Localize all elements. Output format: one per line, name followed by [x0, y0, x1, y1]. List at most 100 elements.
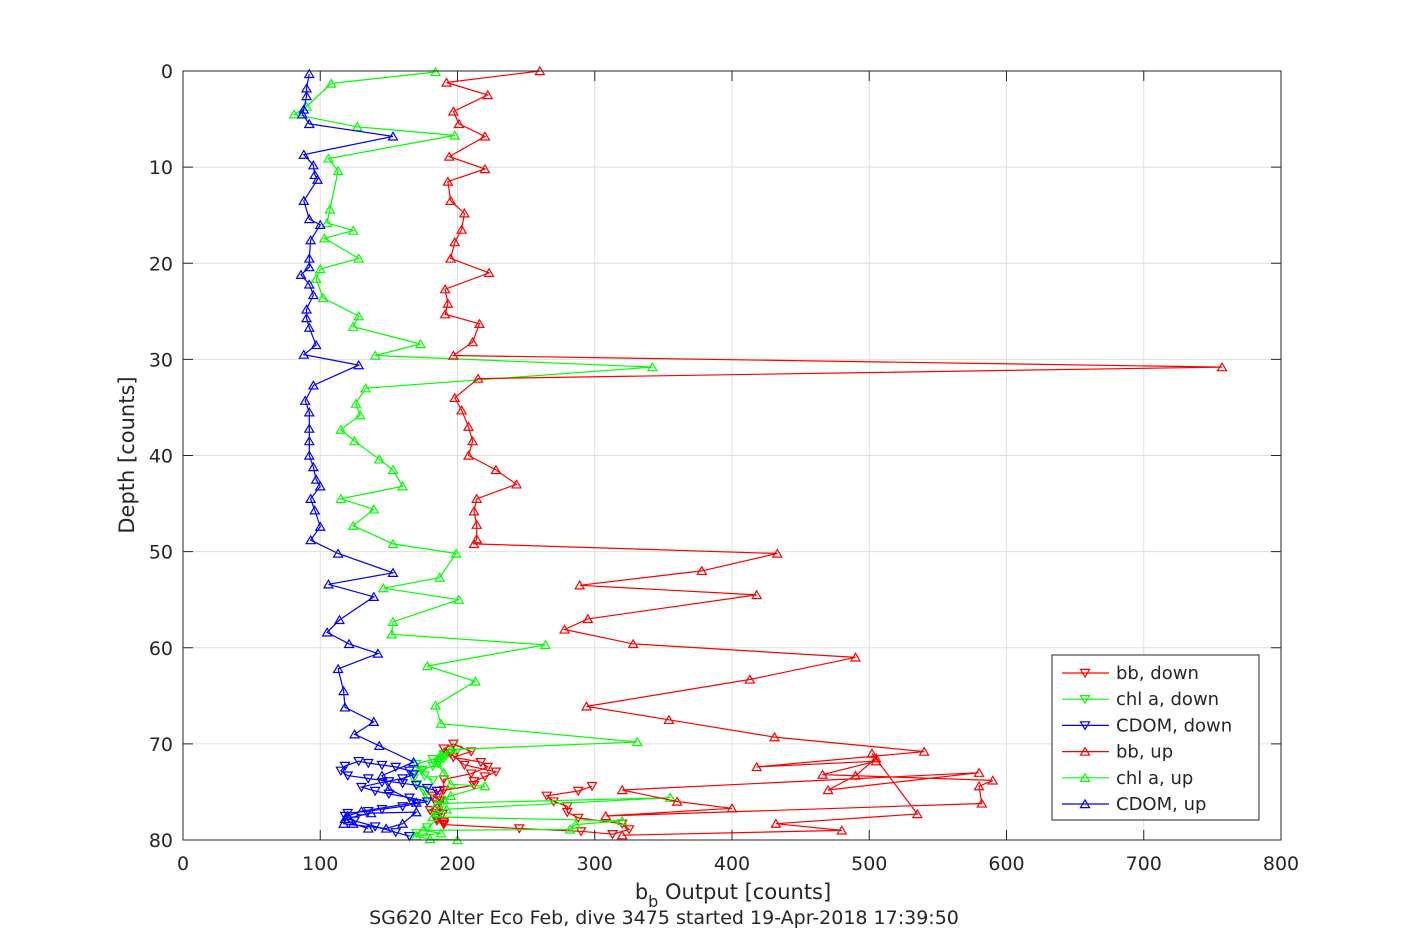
- data-point-bb-up: [479, 163, 491, 174]
- data-point-bb-up: [817, 769, 829, 779]
- data-point-bb-up: [866, 748, 878, 758]
- data-point-cdom-up: [295, 269, 307, 279]
- data-point-chl-a-up: [421, 660, 433, 671]
- data-point-cdom-up: [303, 322, 315, 332]
- series-chl-a-up: [288, 66, 676, 845]
- data-point-cdom-down: [403, 831, 416, 842]
- data-point-bb-up: [870, 753, 882, 763]
- x-tick-label: 200: [439, 853, 475, 875]
- y-tick-label: 30: [149, 349, 173, 371]
- data-point-bb-down: [447, 739, 459, 750]
- data-point-bb-down: [438, 744, 450, 754]
- data-point-chl-a-up: [347, 225, 359, 235]
- data-point-chl-a-up: [417, 825, 429, 835]
- data-point-bb-up: [468, 538, 480, 549]
- data-point-cdom-up: [303, 423, 315, 433]
- data-point-bb-up: [616, 784, 628, 795]
- data-point-chl-a-up: [424, 833, 436, 844]
- data-point-chl-a-up: [450, 548, 462, 558]
- data-point-cdom-up: [368, 716, 380, 726]
- data-point-chl-a-up: [318, 233, 330, 243]
- legend-label-bb-down: bb, down: [1116, 663, 1199, 684]
- data-point-bb-down: [572, 813, 584, 824]
- data-point-bb-up: [580, 701, 593, 711]
- series-cdom-up: [295, 68, 422, 833]
- data-point-bb-up: [822, 784, 834, 795]
- data-point-cdom-down: [410, 781, 422, 791]
- data-point-chl-a-up: [469, 676, 481, 686]
- data-point-bb-down: [465, 747, 477, 757]
- data-point-chl-a-up: [353, 310, 365, 321]
- data-point-cdom-down: [335, 766, 347, 777]
- data-point-bb-down: [431, 800, 443, 810]
- data-point-cdom-up: [339, 702, 351, 712]
- data-point-cdom-down: [383, 777, 395, 787]
- data-point-bb-up: [442, 298, 454, 308]
- data-point-chl-a-up: [616, 815, 628, 825]
- data-point-bb-up: [849, 770, 862, 780]
- data-point-bb-up: [770, 818, 782, 828]
- data-point-cdom-up: [339, 813, 351, 824]
- data-point-bb-up: [482, 89, 494, 100]
- data-point-bb-up: [768, 731, 781, 742]
- data-point-cdom-up: [303, 118, 315, 129]
- data-point-cdom-up: [303, 261, 315, 272]
- data-point-bb-up: [458, 208, 470, 218]
- data-point-cdom-up: [307, 289, 319, 300]
- data-point-bb-down: [548, 797, 560, 807]
- data-point-chl-a-up: [397, 481, 409, 491]
- data-point-chl-a-up: [431, 798, 443, 808]
- data-point-bb-up: [439, 308, 451, 319]
- data-point-cdom-up: [321, 627, 333, 637]
- data-point-bb-up: [600, 810, 612, 821]
- data-point-bb-down: [572, 786, 584, 797]
- data-point-cdom-up: [300, 90, 313, 101]
- data-point-chl-a-up: [445, 790, 457, 800]
- data-point-cdom-up: [299, 395, 311, 405]
- data-point-cdom-up: [310, 339, 322, 350]
- y-tick-label: 40: [149, 446, 173, 468]
- data-point-cdom-up: [338, 685, 350, 696]
- data-point-chl-a-up: [435, 828, 447, 838]
- data-point-cdom-down: [408, 770, 420, 780]
- data-point-bb-up: [771, 548, 783, 558]
- series-bb-up: [439, 65, 1228, 840]
- data-point-chl-a-up: [427, 811, 439, 822]
- data-point-bb-up: [456, 224, 468, 234]
- data-point-chl-a-up: [445, 744, 457, 754]
- data-point-cdom-down: [376, 805, 388, 815]
- x-axis-label-rest: Output [counts]: [658, 880, 831, 904]
- data-point-chl-a-up: [438, 794, 450, 804]
- legend-label-chl-a-down: chl a, down: [1116, 689, 1219, 710]
- data-point-bb-down: [623, 825, 635, 835]
- data-point-chl-a-up: [373, 454, 385, 464]
- data-point-chl-a-down: [427, 776, 439, 786]
- data-point-bb-up: [447, 350, 459, 360]
- y-tick-label: 70: [149, 734, 173, 756]
- data-point-cdom-up: [373, 740, 385, 750]
- data-point-cdom-down: [383, 789, 395, 800]
- data-point-bb-up: [870, 755, 882, 766]
- legend-label-chl-a-up: chl a, up: [1116, 768, 1193, 789]
- data-point-cdom-down: [397, 802, 409, 812]
- data-point-cdom-up: [362, 823, 374, 833]
- data-point-chl-a-up: [322, 153, 335, 163]
- data-point-cdom-up: [298, 349, 310, 359]
- data-point-bb-down: [479, 772, 491, 782]
- data-point-bb-up: [973, 780, 985, 791]
- data-point-cdom-up: [347, 818, 359, 828]
- data-point-bb-down: [561, 807, 573, 818]
- data-point-bb-up: [490, 464, 502, 475]
- legend: bb, down chl a, down CDOM, down bb, up chl a…: [1051, 654, 1260, 821]
- data-point-cdom-down: [376, 760, 388, 771]
- x-axis-label-main: b: [635, 880, 648, 904]
- data-point-cdom-down: [353, 756, 365, 767]
- data-point-bb-up: [473, 318, 486, 329]
- data-point-cdom-down: [410, 799, 422, 809]
- data-point-cdom-up: [314, 481, 326, 491]
- data-point-cdom-up: [309, 169, 321, 180]
- legend-marker-cdom-up: [1079, 798, 1091, 809]
- data-point-cdom-down: [342, 771, 354, 781]
- data-point-cdom-up: [322, 579, 335, 589]
